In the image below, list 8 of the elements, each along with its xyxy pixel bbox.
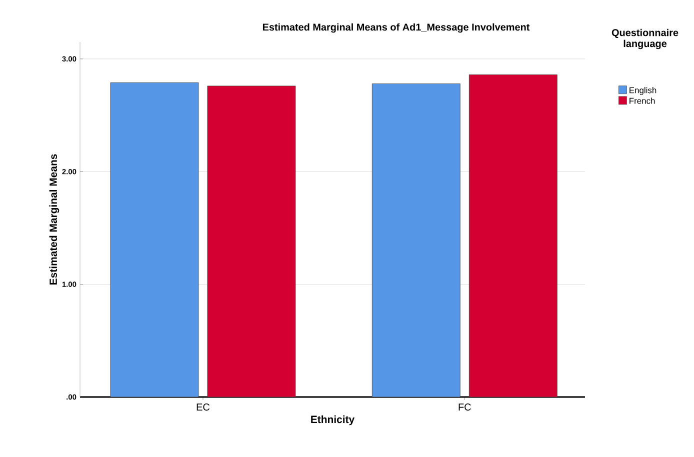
legend-title: Questionnaire language [612,28,678,50]
x-tick-label: FC [458,404,471,411]
legend-label: English [630,87,656,95]
x-tick-label: EC [196,404,210,411]
chart-title: Estimated Marginal Means of Ad1_Message Involvement [262,23,530,33]
legend-label: French [630,98,655,104]
x-axis-title: Ethnicity [311,415,355,426]
y-axis-title: Estimated Marginal Means [49,154,60,284]
